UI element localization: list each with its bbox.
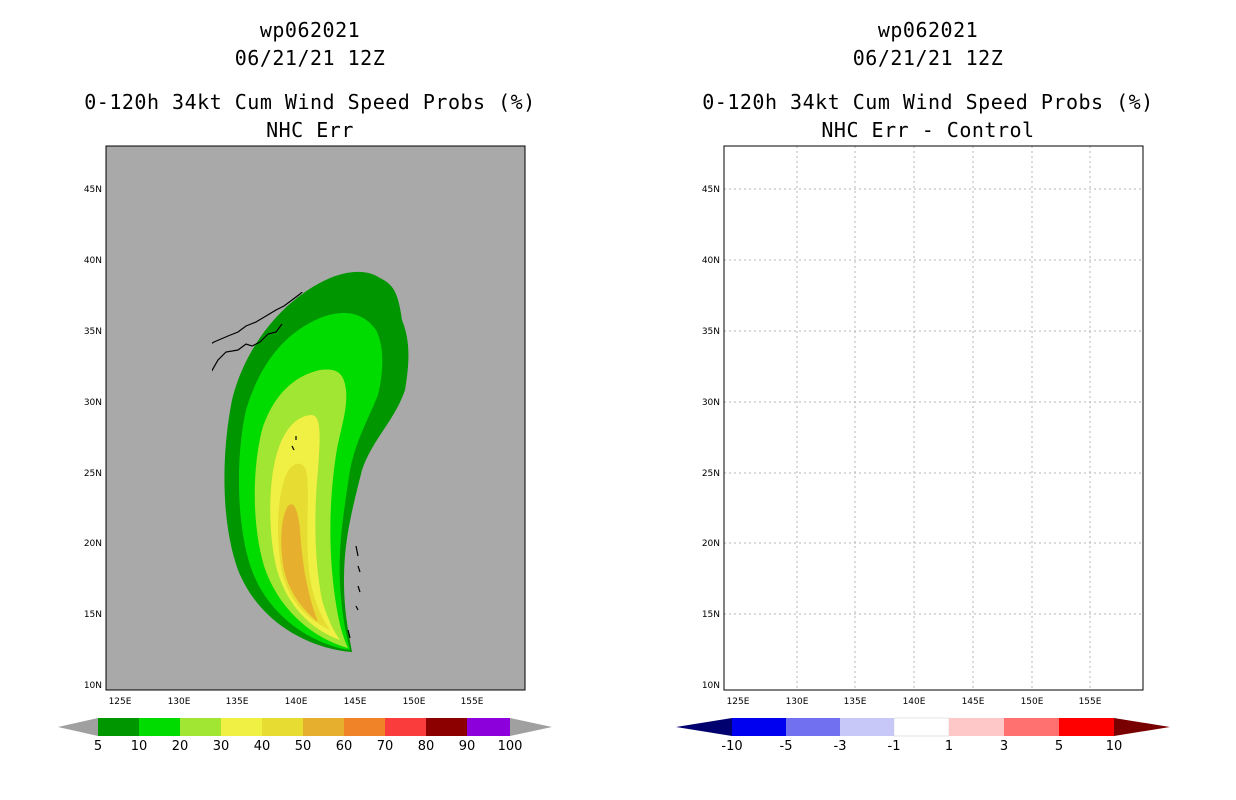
left-colorbar-label: 5 [94,739,102,754]
left-map [105,145,526,691]
left-lon-axis: 125E 130E 135E 140E 145E 150E 155E [109,697,484,707]
left-chart-subtitle: NHC Err [266,118,354,142]
right-colorbar-label: 1 [945,739,953,754]
right-colorbar-under-arrow [676,718,732,736]
right-colorbar-segment [1059,718,1114,736]
left-lat-axis: 45N 40N 35N 30N 25N 20N 15N 10N [84,185,102,691]
right-chart-title: 0-120h 34kt Cum Wind Speed Probs (%) [702,90,1154,114]
right-storm-id: wp062021 [877,18,979,42]
left-colorbar-label: 30 [213,739,230,754]
left-colorbar-label: 50 [295,739,312,754]
right-lon-axis: 125E 130E 135E 140E 145E 150E 155E [727,697,1102,707]
right-colorbar-segment [786,718,840,736]
left-colorbar-label: 100 [498,739,523,754]
right-colorbar-label: -10 [721,739,742,754]
right-lon-tick: 135E [844,697,867,707]
right-lon-tick: 150E [1021,697,1044,707]
right-gridlines [724,146,1143,690]
left-colorbar-segment [467,718,510,736]
left-chart-title: 0-120h 34kt Cum Wind Speed Probs (%) [84,90,536,114]
right-lat-tick: 30N [702,398,720,408]
left-colorbar-segment [303,718,344,736]
right-lat-tick: 10N [702,681,720,691]
left-lat-tick: 10N [84,681,102,691]
right-map [723,145,1144,691]
right-lat-tick: 15N [702,610,720,620]
left-lat-tick: 25N [84,469,102,479]
left-colorbar-segment [344,718,385,736]
left-colorbar-segment [262,718,303,736]
right-colorbar-segment [949,718,1004,736]
right-colorbar: -10 -5 -3 -1 1 3 5 10 [676,717,1170,754]
left-colorbar-under-arrow [58,718,98,736]
left-colorbar-segment [139,718,180,736]
left-colorbar-label: 60 [336,739,353,754]
left-date: 06/21/21 12Z [234,46,386,70]
left-colorbar-label: 80 [418,739,435,754]
left-colorbar-label: 70 [377,739,394,754]
right-lat-axis: 45N 40N 35N 30N 25N 20N 15N 10N [702,185,720,691]
right-colorbar-label: -3 [834,739,847,754]
left-colorbar-segment [221,718,262,736]
right-lon-tick: 155E [1079,697,1102,707]
left-colorbar-segment [98,718,139,736]
left-storm-id: wp062021 [259,18,361,42]
prob-contour-50 [281,504,318,622]
right-lat-tick: 20N [702,539,720,549]
right-colorbar-segment [732,718,786,736]
right-colorbar-segment [893,717,950,737]
left-colorbar-segment [180,718,221,736]
left-lon-tick: 135E [226,697,249,707]
right-lat-tick: 35N [702,327,720,337]
right-colorbar-label: -1 [888,739,901,754]
right-lat-tick: 45N [702,185,720,195]
left-lon-tick: 140E [285,697,308,707]
left-lat-tick: 20N [84,539,102,549]
left-colorbar-segment [385,718,426,736]
left-lon-tick: 155E [461,697,484,707]
right-lon-tick: 145E [962,697,985,707]
right-colorbar-segment [840,718,894,736]
left-colorbar-label: 20 [172,739,189,754]
left-lat-tick: 40N [84,256,102,266]
right-colorbar-label: 5 [1055,739,1063,754]
right-lon-tick: 125E [727,697,750,707]
left-probability-contours [224,271,409,652]
left-lon-tick: 145E [344,697,367,707]
right-colorbar-segment [1004,718,1059,736]
right-colorbar-label: 3 [1000,739,1008,754]
left-colorbar-segment [426,718,467,736]
right-colorbar-label: 10 [1106,739,1123,754]
right-lon-tick: 140E [903,697,926,707]
right-colorbar-label: -5 [780,739,793,754]
left-colorbar: 5 10 20 30 40 50 60 70 80 90 100 [58,718,552,754]
right-date: 06/21/21 12Z [852,46,1004,70]
right-lat-tick: 40N [702,256,720,266]
left-lat-tick: 45N [84,185,102,195]
left-lat-tick: 35N [84,327,102,337]
right-lat-tick: 25N [702,469,720,479]
left-colorbar-over-arrow [510,718,552,736]
right-lon-tick: 130E [786,697,809,707]
left-colorbar-label: 40 [254,739,271,754]
left-lon-tick: 125E [109,697,132,707]
left-colorbar-label: 90 [459,739,476,754]
left-lat-tick: 30N [84,398,102,408]
left-lat-tick: 15N [84,610,102,620]
left-colorbar-label: 10 [131,739,148,754]
right-chart-subtitle: NHC Err - Control [821,118,1035,142]
left-lon-tick: 130E [168,697,191,707]
right-colorbar-over-arrow [1114,718,1170,736]
left-lon-tick: 150E [403,697,426,707]
